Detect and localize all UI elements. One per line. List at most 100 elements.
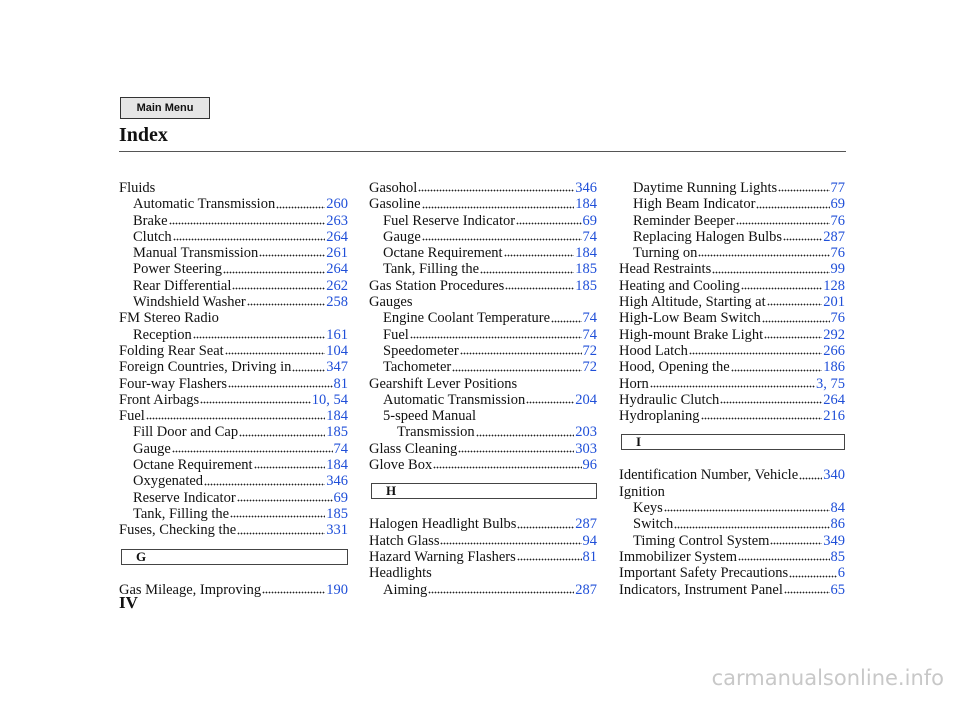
page-link[interactable]: 94 [582, 532, 598, 549]
index-entry: Fluids [119, 180, 348, 196]
index-entry: Automatic Transmission 260 [119, 196, 348, 212]
page-link[interactable]: 10, 54 [311, 391, 348, 408]
page-link[interactable]: 262 [326, 277, 348, 294]
index-entry: Identification Number, Vehicle 340 [619, 467, 845, 483]
page-link[interactable]: 264 [326, 228, 348, 245]
index-entry: Aiming 287 [369, 582, 597, 598]
page-link[interactable]: 76 [830, 310, 846, 327]
page-link[interactable]: 185 [326, 505, 348, 522]
dot-leader [698, 254, 830, 258]
page-link[interactable]: 303 [575, 440, 597, 457]
page-link[interactable]: 292 [823, 326, 845, 343]
page-link[interactable]: 74 [582, 310, 598, 327]
entry-text: Gasoline [369, 196, 421, 213]
main-menu-button[interactable]: Main Menu [120, 97, 210, 119]
page-link[interactable]: 84 [830, 500, 846, 517]
entry-text: Gasohol [369, 180, 418, 196]
page-link[interactable]: 74 [582, 228, 598, 245]
page-link[interactable]: 349 [823, 532, 845, 549]
page-link[interactable]: 77 [830, 180, 846, 196]
dot-leader [171, 450, 333, 454]
page-link[interactable]: 347 [326, 359, 348, 376]
page-link[interactable]: 261 [326, 245, 348, 262]
page-link[interactable]: 76 [830, 212, 846, 229]
page-link[interactable]: 260 [326, 196, 348, 213]
page-link[interactable]: 6 [837, 565, 845, 582]
page-link[interactable]: 184 [575, 196, 597, 213]
page-link[interactable]: 346 [326, 473, 348, 490]
page-link[interactable]: 201 [823, 294, 845, 311]
dot-leader [738, 558, 830, 562]
entry-text: Gearshift Lever Positions [369, 375, 518, 392]
index-entry: Gas Mileage, Improving 190 [119, 582, 348, 598]
page-link[interactable]: 185 [575, 277, 597, 294]
page-link[interactable]: 81 [582, 548, 598, 565]
page-link[interactable]: 72 [582, 342, 598, 359]
page-link[interactable]: 185 [326, 424, 348, 441]
entry-text: Head Restraints [619, 261, 712, 278]
page-link[interactable]: 203 [575, 424, 597, 441]
page-link[interactable]: 69 [333, 489, 349, 506]
dot-leader [663, 509, 830, 513]
page-link[interactable]: 287 [575, 516, 597, 533]
entry-text: Tank, Filling the [383, 261, 480, 278]
page-link[interactable]: 264 [326, 261, 348, 278]
page-link[interactable]: 340 [823, 467, 845, 484]
page-link[interactable]: 74 [333, 440, 349, 457]
index-entry: Reminder Beeper 76 [619, 213, 845, 229]
page-link[interactable]: 128 [823, 277, 845, 294]
page-link[interactable]: 263 [326, 212, 348, 229]
index-entry: Power Steering 264 [119, 261, 348, 277]
entry-text: Oxygenated [133, 473, 204, 490]
page-link[interactable]: 216 [823, 408, 845, 425]
page-link[interactable]: 161 [326, 326, 348, 343]
entry-text: Brake [133, 212, 168, 229]
page-link[interactable]: 264 [823, 391, 845, 408]
index-entry: Important Safety Precautions 6 [619, 565, 845, 581]
page-link[interactable]: 76 [830, 245, 846, 262]
page-link[interactable]: 85 [830, 548, 846, 565]
dot-leader [783, 590, 830, 594]
dot-leader [230, 515, 326, 519]
dot-leader [168, 221, 326, 225]
entry-text: Gas Station Procedures [369, 277, 505, 294]
entry-text: Switch [633, 516, 674, 533]
page-link[interactable]: 99 [830, 261, 846, 278]
entry-text: Aiming [383, 581, 428, 598]
page-link[interactable]: 184 [326, 457, 348, 474]
page-link[interactable]: 184 [575, 245, 597, 262]
page-link[interactable]: 81 [333, 375, 349, 392]
page-link[interactable]: 3, 75 [816, 375, 845, 392]
page-link[interactable]: 266 [823, 342, 845, 359]
entry-text: Four-way Flashers [119, 375, 228, 392]
dot-leader [409, 335, 582, 339]
dot-leader [228, 384, 333, 388]
page-link[interactable]: 184 [326, 408, 348, 425]
page-link[interactable]: 65 [830, 581, 846, 598]
dot-leader [421, 205, 575, 209]
page-link[interactable]: 185 [575, 261, 597, 278]
page-link[interactable]: 186 [823, 359, 845, 376]
index-entry: Hood Latch 266 [619, 343, 845, 359]
dot-leader [674, 525, 830, 529]
page-link[interactable]: 86 [830, 516, 846, 533]
page-link[interactable]: 69 [582, 212, 598, 229]
page-link[interactable]: 96 [582, 457, 598, 474]
index-entry: Fuel 74 [369, 327, 597, 343]
index-entry: Reserve Indicator 69 [119, 490, 348, 506]
page-link[interactable]: 346 [575, 180, 597, 196]
page-link[interactable]: 331 [326, 522, 348, 539]
dot-leader [503, 254, 575, 258]
dot-leader [740, 287, 823, 291]
page-link[interactable]: 287 [823, 228, 845, 245]
page-link[interactable]: 69 [830, 196, 846, 213]
entry-text: Automatic Transmission [383, 391, 526, 408]
page-link[interactable]: 287 [575, 581, 597, 598]
page-link[interactable]: 204 [575, 391, 597, 408]
page-link[interactable]: 258 [326, 294, 348, 311]
page-link[interactable]: 190 [326, 581, 348, 598]
dot-leader [259, 254, 326, 258]
page-link[interactable]: 104 [326, 342, 348, 359]
page-link[interactable]: 72 [582, 359, 598, 376]
page-link[interactable]: 74 [582, 326, 598, 343]
